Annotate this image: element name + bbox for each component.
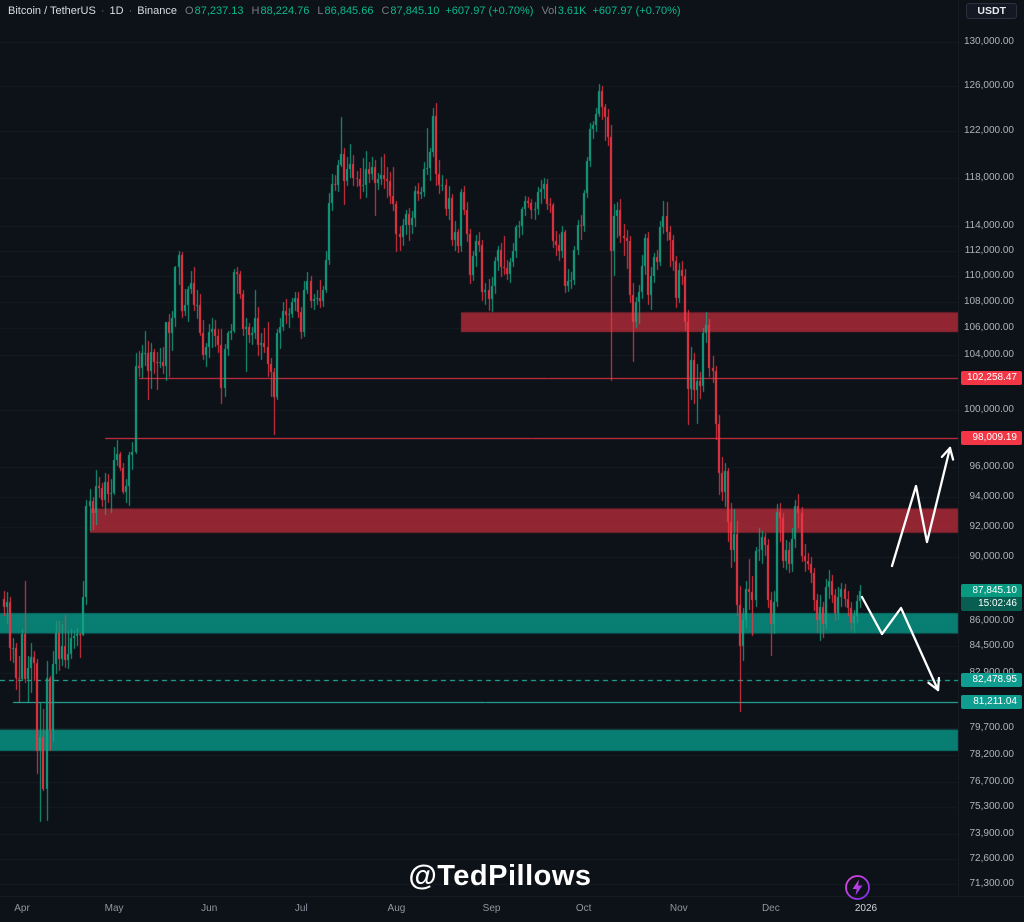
price-tick-label: 96,000.00 (969, 461, 1015, 473)
price-tick-label: 112,000.00 (964, 244, 1014, 256)
price-tick-label: 122,000.00 (963, 125, 1014, 137)
interval-label[interactable]: 1D (109, 4, 124, 17)
price-tick-label: 79,700.00 (969, 721, 1015, 733)
price-tick-label: 72,600.00 (969, 852, 1015, 864)
time-axis-label: Apr (14, 903, 30, 914)
symbol-info-bar: Bitcoin / TetherUS · 1D · Binance O 87,2… (0, 0, 681, 21)
price-tick-label: 90,000.00 (969, 551, 1015, 563)
price-tick-label: 76,700.00 (969, 775, 1015, 787)
price-tick-label: 110,000.00 (964, 270, 1014, 282)
currency-badge[interactable]: USDT (966, 3, 1017, 19)
price-tick-label: 118,000.00 (964, 171, 1014, 183)
watermark: @TedPillows (408, 860, 592, 892)
low-value: 86,845.66 (324, 4, 374, 17)
price-tick-label: 126,000.00 (963, 79, 1014, 91)
high-value: 88,224.76 (260, 4, 310, 17)
close-label: C (381, 4, 390, 17)
change-value: +607.97 (+0.70%) (445, 4, 534, 17)
price-tick-label: 100,000.00 (963, 403, 1014, 415)
time-axis-label: Jun (201, 903, 218, 914)
time-axis-label: Sep (482, 903, 501, 914)
price-level-label: 102,258.47 (961, 371, 1022, 386)
price-tick-label: 114,000.00 (964, 220, 1014, 232)
open-value: 87,237.13 (194, 4, 244, 17)
price-tick-label: 86,000.00 (969, 615, 1015, 627)
price-axis[interactable]: 130,000.00 126,000.00 122,000.00 118,000.00… (958, 0, 1024, 896)
time-axis-label: Aug (387, 903, 406, 914)
volume-label: Vol (541, 4, 557, 17)
price-tick-label: 94,000.00 (969, 490, 1015, 502)
open-label: O (185, 4, 194, 17)
time-axis-label: May (104, 903, 124, 914)
volume-change: +607.97 (+0.70%) (592, 4, 681, 17)
price-level-label: 81,211.04 (961, 694, 1022, 709)
last-price-label: 87,845.10 (961, 584, 1022, 599)
price-level-label: 82,478.95 (961, 672, 1022, 687)
exchange-name: Binance (137, 4, 178, 17)
high-label: H (251, 4, 260, 17)
lightning-icon (845, 875, 870, 900)
separator-dot: · (128, 4, 133, 17)
symbol-name[interactable]: Bitcoin / TetherUS (8, 4, 96, 17)
time-axis-label: Dec (761, 903, 780, 914)
currency-label: USDT (977, 5, 1006, 17)
countdown-label: 15:02:46 (961, 597, 1022, 612)
price-tick-label: 92,000.00 (969, 520, 1015, 532)
time-axis-label: Jul (294, 903, 308, 914)
separator-dot: · (100, 4, 105, 17)
price-tick-label: 73,900.00 (969, 827, 1015, 839)
time-axis-label: Oct (575, 903, 592, 914)
price-tick-label: 84,500.00 (969, 639, 1015, 651)
lightning-badge[interactable] (844, 874, 871, 906)
time-axis-label: 2026 (854, 903, 878, 914)
close-value: 87,845.10 (390, 4, 440, 17)
price-tick-label: 108,000.00 (963, 295, 1014, 307)
price-tick-label: 106,000.00 (963, 322, 1014, 334)
volume-value: 3.61K (557, 4, 587, 17)
time-axis[interactable]: Apr May Jun Jul Aug Sep Oct Nov Dec 2026 (0, 896, 1024, 922)
price-tick-label: 71,300.00 (969, 878, 1015, 889)
price-tick-label: 130,000.00 (963, 36, 1014, 47)
low-label: L (317, 4, 324, 17)
price-tick-label: 104,000.00 (963, 348, 1014, 360)
price-tick-label: 75,300.00 (969, 801, 1015, 813)
time-axis-label: Nov (669, 903, 688, 914)
price-level-label: 98,009.19 (961, 430, 1022, 445)
price-tick-label: 78,200.00 (969, 748, 1015, 760)
price-tick-label: 82,900.00 (970, 667, 1015, 679)
